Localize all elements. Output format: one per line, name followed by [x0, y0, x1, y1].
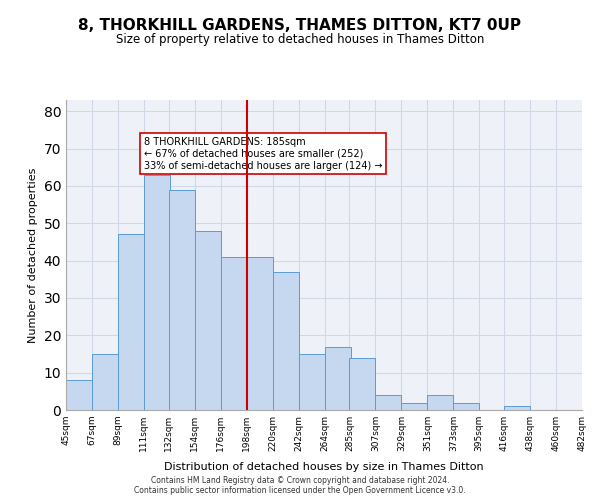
Bar: [169, 190, 195, 410]
Bar: [272, 272, 299, 410]
Bar: [504, 406, 530, 410]
Bar: [92, 354, 118, 410]
Text: 8 THORKHILL GARDENS: 185sqm
← 67% of detached houses are smaller (252)
33% of se: 8 THORKHILL GARDENS: 185sqm ← 67% of det…: [144, 138, 382, 170]
Bar: [299, 354, 325, 410]
Text: 8, THORKHILL GARDENS, THAMES DITTON, KT7 0UP: 8, THORKHILL GARDENS, THAMES DITTON, KT7…: [79, 18, 521, 32]
Y-axis label: Number of detached properties: Number of detached properties: [28, 168, 38, 342]
Bar: [325, 346, 350, 410]
Bar: [582, 406, 600, 410]
Text: Size of property relative to detached houses in Thames Ditton: Size of property relative to detached ho…: [116, 32, 484, 46]
X-axis label: Distribution of detached houses by size in Thames Ditton: Distribution of detached houses by size …: [164, 462, 484, 472]
Bar: [118, 234, 144, 410]
Text: Contains HM Land Registry data © Crown copyright and database right 2024.
Contai: Contains HM Land Registry data © Crown c…: [134, 476, 466, 495]
Bar: [349, 358, 376, 410]
Bar: [195, 230, 221, 410]
Bar: [247, 257, 272, 410]
Bar: [427, 395, 453, 410]
Bar: [401, 402, 427, 410]
Bar: [453, 402, 479, 410]
Bar: [144, 174, 170, 410]
Bar: [376, 395, 401, 410]
Bar: [66, 380, 92, 410]
Bar: [221, 257, 247, 410]
